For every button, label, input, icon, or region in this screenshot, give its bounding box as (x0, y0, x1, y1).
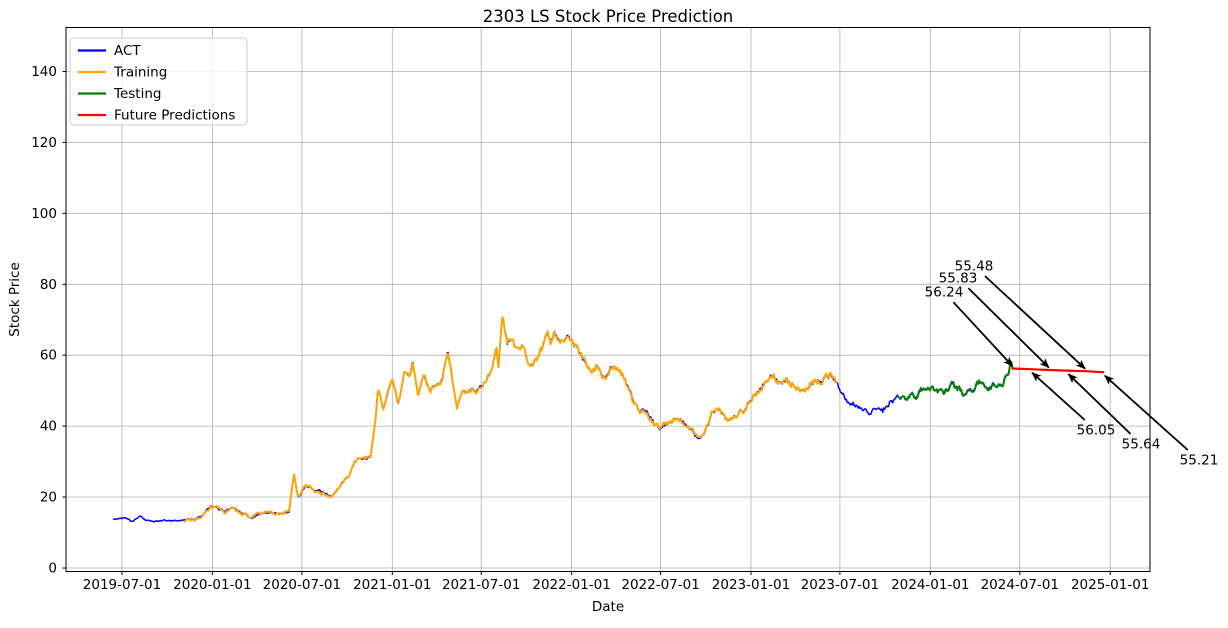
y-tick-label: 20 (40, 490, 57, 506)
legend-label-act: ACT (114, 43, 141, 59)
x-tick-label: 2022-01-01 (532, 577, 610, 593)
annotation-value-label: 55.21 (1180, 453, 1219, 469)
chart-title: 2303 LS Stock Price Prediction (483, 7, 734, 26)
x-tick-label: 2020-01-01 (173, 577, 251, 593)
gridlines (66, 27, 1150, 572)
y-tick-label: 0 (48, 561, 57, 577)
x-tick-label: 2021-07-01 (442, 577, 520, 593)
annotation-value-label: 56.05 (1077, 423, 1116, 439)
future-predictions-line (1011, 367, 1105, 374)
x-tick-label: 2019-07-01 (83, 577, 161, 593)
annotation-arrow (967, 287, 1050, 369)
x-tick-label: 2023-07-01 (801, 577, 879, 593)
x-tick-label: 2024-01-01 (891, 577, 969, 593)
annotation-arrow (984, 275, 1086, 370)
legend-label-testing: Testing (113, 86, 161, 102)
legend-box (69, 37, 248, 126)
x-axis-label: Date (592, 599, 624, 615)
y-axis-label: Stock Price (7, 262, 23, 337)
x-tick-label: 2023-01-01 (712, 577, 790, 593)
x-tick-label: 2025-01-01 (1071, 577, 1149, 593)
y-tick-label: 60 (40, 348, 57, 364)
y-tick-label: 80 (40, 277, 57, 293)
legend-label-training: Training (113, 65, 167, 81)
annotation-arrow (952, 301, 1014, 367)
annotation-value-label: 55.83 (939, 271, 978, 287)
x-tick-label: 2024-07-01 (981, 577, 1059, 593)
x-tick-label: 2021-01-01 (353, 577, 431, 593)
legend: ACT Training Testing Future Predictions (69, 37, 248, 126)
annotation-value-label: 55.48 (955, 259, 994, 275)
x-tick-label: 2020-07-01 (263, 577, 341, 593)
annotation-value-label: 55.64 (1122, 437, 1161, 453)
act-line (112, 316, 1014, 523)
annotations: 56.24 56.05 55.83 55.64 55.48 55.21 (925, 259, 1219, 469)
y-tick-label: 100 (31, 206, 57, 222)
tick-marks (62, 71, 1111, 575)
training-line (183, 316, 839, 523)
annotation-value-label: 56.24 (925, 285, 964, 301)
annotation-arrow (1031, 372, 1086, 421)
annotation-arrow (1104, 375, 1189, 451)
series-lines (112, 316, 1105, 523)
testing-line (898, 360, 1014, 401)
y-tick-label: 140 (31, 64, 57, 80)
y-tick-label: 40 (40, 419, 57, 435)
y-tick-label: 120 (31, 135, 57, 151)
plot-border (65, 27, 1151, 572)
legend-label-future-predictions: Future Predictions (114, 108, 235, 124)
x-tick-label: 2022-07-01 (621, 577, 699, 593)
tick-labels: 2019-07-01 2020-01-01 2020-07-01 2021-01-01… (31, 64, 1149, 593)
annotation-arrow (1067, 373, 1132, 435)
